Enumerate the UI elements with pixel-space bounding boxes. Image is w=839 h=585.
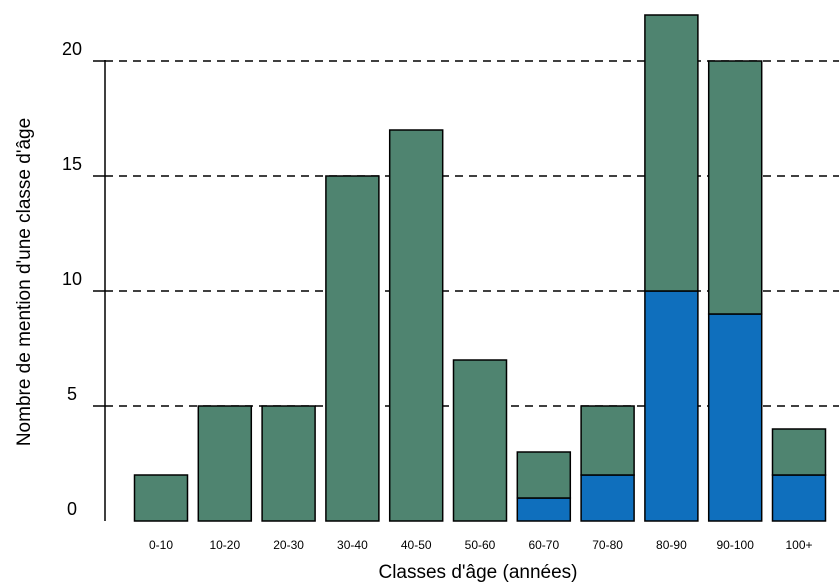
x-tick-label: 40-50 (401, 538, 432, 552)
bar-segment-90-100-series1 (707, 313, 763, 522)
bar-segment-70-80-series1 (580, 474, 635, 522)
y-axis-title: Nombre de mention d'une classe d'âge (14, 118, 35, 446)
y-tick-labels: 0 5 10 15 20 (62, 39, 82, 519)
bar-segment-80-90-series1 (644, 290, 699, 522)
y-tick-label: 15 (62, 154, 82, 174)
bar-segment-70-80-series2 (580, 405, 635, 476)
bar-segment-10-20-series2 (197, 405, 253, 522)
y-tick-label: 5 (67, 384, 77, 404)
x-tick-label: 0-10 (149, 538, 173, 552)
bar-segment-60-70-series1 (516, 497, 572, 522)
y-tick-label: 10 (62, 269, 82, 289)
bar-segment-0-10-series2 (133, 474, 189, 522)
bar-segment-100+-series1 (771, 474, 827, 522)
bar-segment-40-50-series2 (388, 129, 444, 522)
x-tick-label: 10-20 (209, 538, 240, 552)
bar-segment-90-100-series2 (707, 60, 763, 315)
x-tick-label: 60-70 (528, 538, 559, 552)
x-tick-label: 80-90 (656, 538, 687, 552)
y-tick-label: 0 (67, 499, 77, 519)
bar-segment-30-40-series2 (325, 175, 380, 522)
x-tick-labels: 0-10 10-20 20-30 30-40 40-50 50-60 60-70 70-80 8… (149, 538, 813, 552)
x-tick-label: 30-40 (337, 538, 368, 552)
bars (133, 14, 827, 522)
x-tick-label: 100+ (785, 538, 812, 552)
x-tick-label: 70-80 (592, 538, 623, 552)
bar-segment-100+-series2 (771, 428, 827, 476)
x-tick-label: 50-60 (465, 538, 496, 552)
x-tick-label: 20-30 (273, 538, 304, 552)
x-axis-title: Classes d'âge (années) (378, 562, 577, 583)
bar-segment-80-90-series2 (644, 14, 699, 292)
y-tick-label: 20 (62, 39, 82, 59)
x-tick-label: 90-100 (717, 538, 755, 552)
bar-segment-50-60-series2 (452, 359, 508, 522)
bar-segment-20-30-series2 (261, 405, 316, 522)
bar-segment-60-70-series2 (516, 451, 572, 499)
